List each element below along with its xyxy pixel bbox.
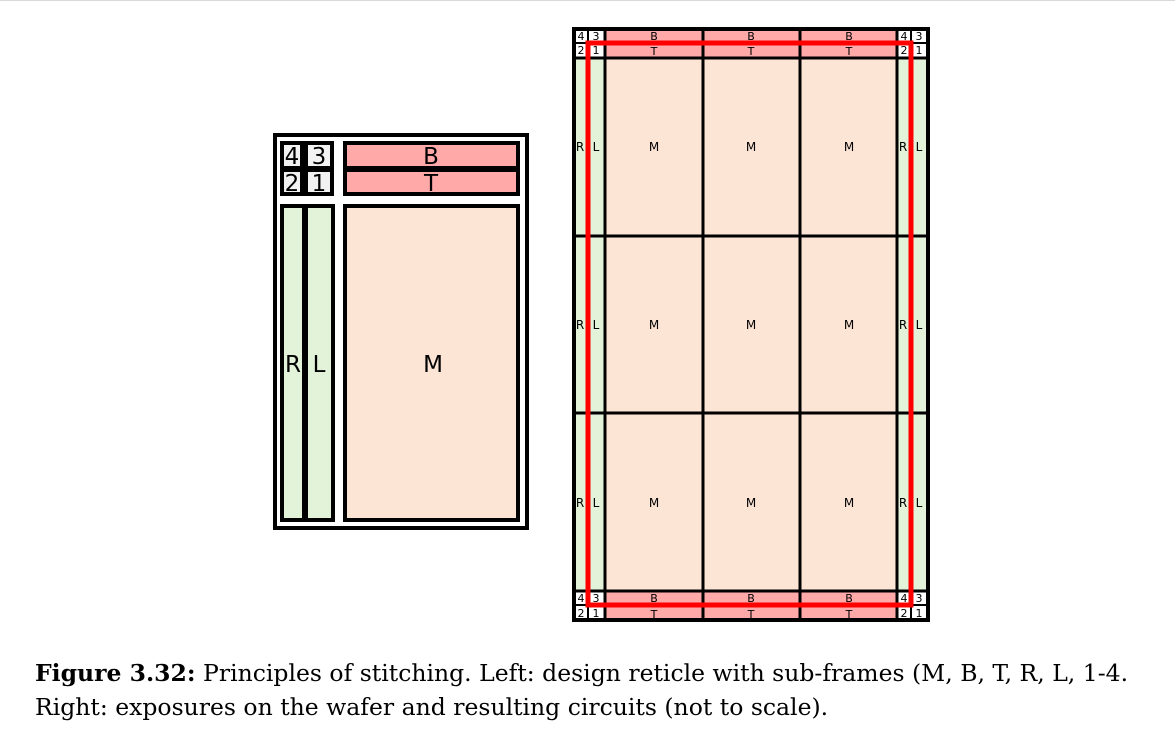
wafer-label-r: R xyxy=(576,140,584,154)
wafer-label-b: B xyxy=(747,30,755,43)
wafer-main-area xyxy=(605,58,897,591)
design-reticle: 4 3 2 1 B T R L M xyxy=(273,133,529,530)
wafer-side-labels: R L R L R L R L R L R L xyxy=(576,140,923,510)
wafer-label-l: L xyxy=(593,140,600,154)
reticle-label-2: 2 xyxy=(285,171,300,197)
wafer-label-b: B xyxy=(845,30,853,43)
figure-caption: Figure 3.32: Principles of stitching. Le… xyxy=(35,656,1175,724)
wafer-label-m: M xyxy=(746,496,756,510)
wafer-top-labels: 4 3 2 1 B B B T T T 4 3 2 1 xyxy=(578,30,923,58)
wafer-label-2: 2 xyxy=(901,607,908,620)
wafer-label-t: T xyxy=(845,608,853,621)
wafer-label-1: 1 xyxy=(593,44,600,57)
reticle-corner-2 xyxy=(280,168,304,196)
wafer-label-4: 4 xyxy=(578,30,585,43)
caption-label: Figure 3.32: xyxy=(35,659,196,687)
wafer-label-1: 1 xyxy=(916,44,923,57)
reticle-corner-1 xyxy=(304,168,334,196)
reticle-label-r: R xyxy=(285,352,301,378)
wafer-label-t: T xyxy=(747,608,755,621)
wafer-label-m: M xyxy=(649,318,659,332)
wafer-label-2: 2 xyxy=(901,44,908,57)
wafer-label-l: L xyxy=(593,318,600,332)
wafer-label-m: M xyxy=(844,318,854,332)
reticle-label-3: 3 xyxy=(312,144,327,170)
wafer-label-t: T xyxy=(650,608,658,621)
wafer-label-m: M xyxy=(746,318,756,332)
reticle-label-4: 4 xyxy=(285,144,300,170)
top-rule xyxy=(0,0,1175,1)
wafer-label-t: T xyxy=(845,45,853,58)
reticle-label-l: L xyxy=(313,352,326,378)
wafer-label-r: R xyxy=(899,140,907,154)
wafer-label-4: 4 xyxy=(578,592,585,605)
wafer-label-2: 2 xyxy=(578,44,585,57)
wafer-label-r: R xyxy=(899,318,907,332)
wafer-label-l: L xyxy=(916,140,923,154)
wafer-label-2: 2 xyxy=(578,607,585,620)
wafer-main-labels: M M M M M M M M M xyxy=(649,140,854,510)
wafer-label-l: L xyxy=(593,496,600,510)
reticle-subframe-m xyxy=(343,204,520,522)
wafer-label-m: M xyxy=(649,496,659,510)
wafer-label-l: L xyxy=(916,318,923,332)
wafer-label-1: 1 xyxy=(593,607,600,620)
reticle-label-t: T xyxy=(423,171,439,197)
wafer-label-l: L xyxy=(916,496,923,510)
wafer-label-3: 3 xyxy=(593,592,600,605)
wafer-label-4: 4 xyxy=(901,592,908,605)
wafer-label-r: R xyxy=(576,496,584,510)
reticle-subframe-l xyxy=(304,204,335,522)
wafer-label-b: B xyxy=(845,592,853,605)
wafer-bottom-labels: 4 3 2 1 B B B T T T 4 3 2 1 xyxy=(578,592,923,621)
wafer-label-t: T xyxy=(747,45,755,58)
wafer-label-1: 1 xyxy=(916,607,923,620)
wafer-label-r: R xyxy=(576,318,584,332)
wafer-exposures: 4 3 2 1 B B B T T T 4 3 2 1 4 3 2 1 B B … xyxy=(572,27,930,622)
wafer-label-b: B xyxy=(650,592,658,605)
reticle-subframe-t xyxy=(343,168,520,196)
wafer-label-b: B xyxy=(650,30,658,43)
wafer-label-m: M xyxy=(844,496,854,510)
wafer-label-3: 3 xyxy=(593,30,600,43)
wafer-label-3: 3 xyxy=(916,30,923,43)
wafer-label-4: 4 xyxy=(901,30,908,43)
wafer-label-m: M xyxy=(746,140,756,154)
wafer-label-3: 3 xyxy=(916,592,923,605)
wafer-label-t: T xyxy=(650,45,658,58)
caption-text-1: Principles of stitching. Left: design re… xyxy=(203,659,1129,687)
wafer-label-r: R xyxy=(899,496,907,510)
reticle-label-b: B xyxy=(423,144,439,170)
caption-line-2: Right: exposures on the wafer and result… xyxy=(35,693,829,721)
wafer-label-b: B xyxy=(747,592,755,605)
caption-line-1: Figure 3.32: Principles of stitching. Le… xyxy=(35,656,1175,690)
wafer-label-m: M xyxy=(649,140,659,154)
stitching-diagram: 4 3 2 1 B T R L M xyxy=(273,27,930,622)
resulting-circuit-outline xyxy=(585,40,914,608)
wafer-label-m: M xyxy=(844,140,854,154)
reticle-label-1: 1 xyxy=(312,171,327,197)
reticle-label-m: M xyxy=(423,352,443,378)
